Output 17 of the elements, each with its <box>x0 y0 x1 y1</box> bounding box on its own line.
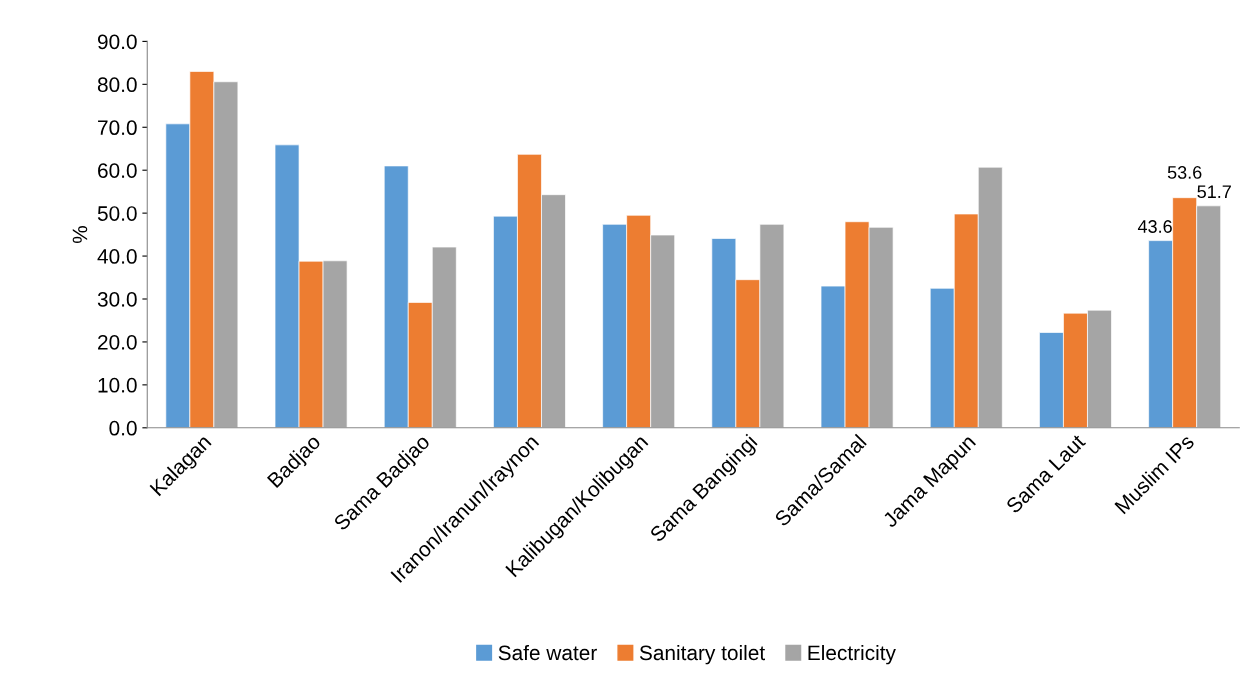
y-tick-label: 50.0 <box>97 206 137 221</box>
legend-label: Safe water <box>498 644 597 661</box>
y-tick-label: 60.0 <box>98 163 137 178</box>
data-label: 51.7 <box>1197 185 1231 199</box>
y-tick-label: 40.0 <box>97 249 137 264</box>
y-tick-label: 30.0 <box>97 292 137 307</box>
y-tick-label: 80.0 <box>97 77 137 93</box>
legend-label: Electricity <box>808 644 896 665</box>
y-tick-label: 90.0 <box>97 34 137 50</box>
y-tick-label: 20.0 <box>98 334 137 350</box>
y-axis-title: % <box>72 226 88 244</box>
y-tick-label: 70.0 <box>98 120 137 136</box>
data-label: 53.6 <box>1167 166 1202 179</box>
data-label: 43.6 <box>1137 220 1172 233</box>
y-tick-label: 0.0 <box>109 420 137 436</box>
legend-label: Sanitary toilet <box>639 644 765 665</box>
y-tick-label: 10.0 <box>98 377 137 393</box>
